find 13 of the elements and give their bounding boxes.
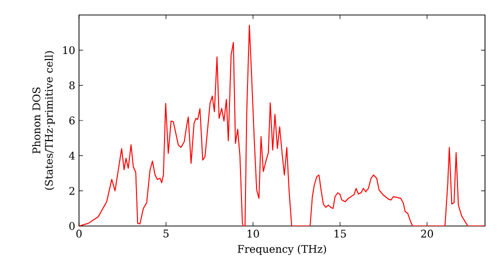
- y-tick-label: 4: [68, 152, 75, 160]
- y-axis-title: Phonon DOS (States/THz·primitive cell): [32, 51, 55, 190]
- x-axis-title: Frequency (THz): [238, 244, 326, 256]
- y-tick-label: 2: [69, 186, 74, 195]
- y-tick-label: 6: [69, 116, 75, 124]
- y-tick-label: 0: [69, 222, 75, 230]
- x-tick-label: 10: [248, 230, 259, 238]
- x-tick-label: 20: [421, 230, 434, 238]
- y-tick-label: 8: [69, 81, 75, 90]
- y-tick-label: 10: [63, 46, 75, 54]
- x-tick-label: 5: [164, 230, 169, 238]
- x-tick-label: 15: [334, 230, 346, 238]
- x-tick-label: 0: [76, 230, 82, 238]
